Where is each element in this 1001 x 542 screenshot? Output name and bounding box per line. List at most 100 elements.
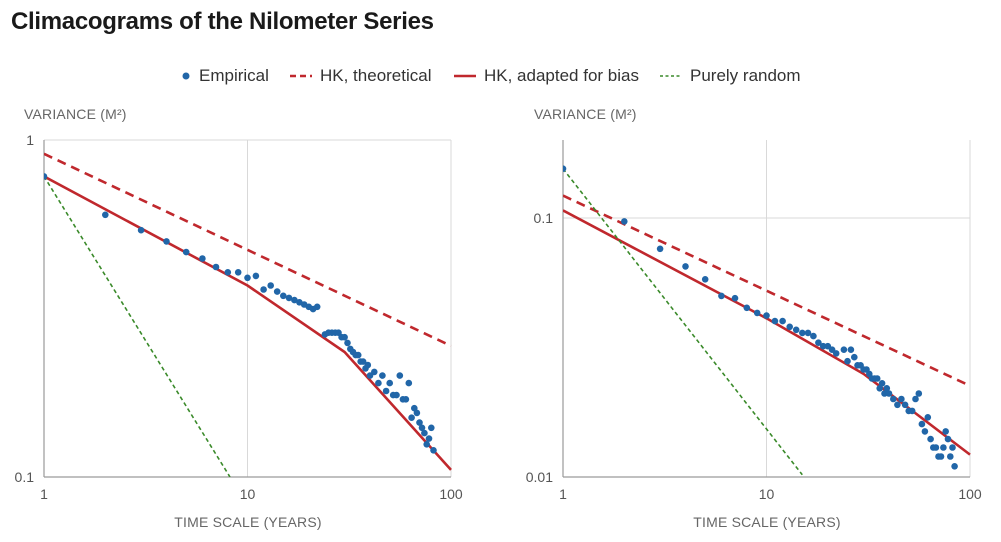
empirical-point [371, 368, 378, 376]
y-axis-label-right: VARIANCE (M²) [534, 106, 637, 122]
empirical-point [885, 390, 893, 397]
empirical-point [421, 429, 428, 437]
empirical-point [252, 272, 260, 280]
legend-solid-line-icon [454, 74, 476, 78]
empirical-point [234, 269, 242, 276]
empirical-point [408, 414, 415, 422]
empirical-point [947, 453, 954, 460]
empirical-point [731, 294, 739, 302]
empirical-point [840, 346, 848, 354]
legend-label: HK, adapted for bias [484, 66, 639, 85]
empirical-point [743, 304, 751, 312]
plot-area [44, 152, 452, 477]
empirical-point [873, 375, 881, 382]
legend-dashed-line-icon [290, 74, 312, 78]
empirical-point [267, 282, 275, 289]
empirical-point [810, 332, 817, 340]
empirical-point [413, 409, 421, 417]
empirical-point [898, 395, 905, 403]
empirical-point [851, 353, 858, 361]
x-tick-label: 100 [958, 486, 982, 502]
empirical-point [940, 444, 947, 451]
empirical-point [163, 238, 170, 245]
empirical-point [656, 245, 664, 253]
empirical-point [212, 263, 220, 271]
y-tick-label: 1 [26, 132, 34, 148]
empirical-point [792, 326, 800, 334]
legend-label: HK, theoretical [320, 66, 432, 85]
empirical-point [799, 329, 806, 337]
empirical-point [894, 401, 901, 409]
empirical-point [924, 414, 932, 421]
empirical-point [428, 424, 435, 432]
empirical-point [563, 165, 567, 172]
empirical-point [921, 428, 929, 435]
empirical-point [876, 385, 883, 392]
empirical-point [386, 379, 394, 387]
x-tick-label: 1 [40, 486, 48, 502]
empirical-point [280, 292, 287, 300]
x-tick-label: 10 [759, 486, 775, 502]
empirical-point [344, 339, 351, 347]
empirical-point [815, 339, 822, 347]
empirical-point [771, 317, 779, 325]
empirical-point [423, 441, 431, 448]
y-axis-label-left: VARIANCE (M²) [24, 106, 127, 122]
empirical-point [425, 435, 433, 442]
empirical-point [908, 407, 916, 415]
page-title: Climacograms of the Nilometer Series [11, 8, 434, 35]
empirical-point [779, 317, 786, 325]
empirical-point [273, 288, 281, 295]
legend-item-purely-random: Purely random [660, 64, 801, 88]
empirical-point [883, 385, 891, 392]
empirical-point [260, 286, 267, 293]
empirical-point [244, 274, 251, 282]
empirical-point [912, 395, 919, 403]
empirical-point [932, 444, 940, 451]
legend-dotted-line-icon [660, 75, 682, 77]
empirical-point [364, 361, 372, 369]
empirical-point [944, 435, 952, 443]
empirical-point [718, 292, 725, 300]
empirical-point [763, 312, 770, 319]
chart-legend: Empirical HK, theoretical HK, adapted fo… [0, 64, 1001, 88]
hk-theoretical-line [44, 152, 452, 348]
empirical-point [915, 390, 923, 397]
empirical-point [951, 463, 958, 470]
hk-adapted-line [563, 209, 971, 456]
empirical-point [918, 420, 926, 428]
empirical-point [942, 428, 949, 435]
empirical-point [621, 218, 628, 225]
empirical-point [937, 453, 945, 460]
empirical-point [137, 226, 145, 234]
empirical-point [182, 248, 190, 256]
empirical-point [890, 395, 897, 403]
empirical-point [804, 329, 812, 337]
empirical-point [847, 346, 855, 354]
empirical-point [382, 387, 390, 395]
empirical-point [102, 211, 109, 219]
empirical-point [44, 173, 48, 180]
empirical-point [682, 263, 689, 270]
y-tick-label: 0.01 [526, 469, 553, 485]
x-axis-label-right: TIME SCALE (YEARS) [693, 514, 841, 530]
x-axis-label-left: TIME SCALE (YEARS) [174, 514, 322, 530]
empirical-point [430, 447, 437, 454]
empirical-point [901, 401, 909, 409]
empirical-point [291, 296, 298, 304]
y-tick-label: 0.1 [534, 210, 554, 226]
plot-area [563, 165, 971, 476]
empirical-point [753, 309, 761, 317]
legend-item-hk-adapted: HK, adapted for bias [454, 64, 639, 88]
legend-dot-icon [182, 72, 190, 80]
legend-item-empirical: Empirical [181, 64, 269, 88]
empirical-point [832, 350, 840, 357]
legend-label: Empirical [199, 66, 269, 85]
empirical-point [701, 276, 709, 283]
empirical-point [366, 372, 374, 379]
empirical-point [375, 379, 382, 387]
y-tick-label: 0.1 [15, 469, 35, 485]
empirical-point [416, 419, 423, 426]
empirical-point [396, 372, 404, 379]
empirical-point [199, 255, 206, 262]
